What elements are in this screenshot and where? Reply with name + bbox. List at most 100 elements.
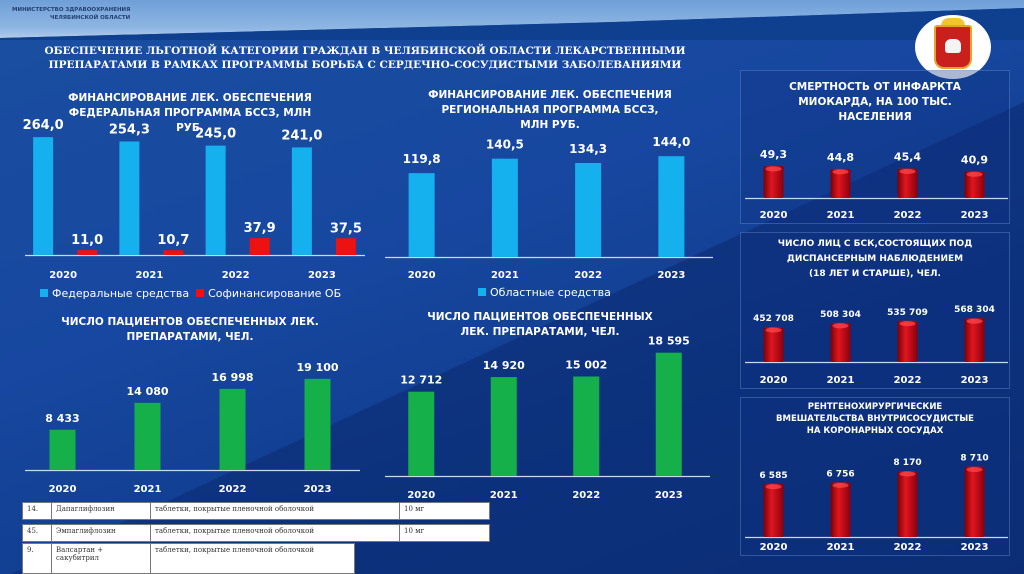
patients-federal-tick-label-2021: 2021 — [134, 484, 162, 495]
xray-title-line-2: ВМЕШАТЕЛЬСТВА ВНУТРИСОСУДИСТЫЕ — [776, 414, 974, 424]
patients-regional-value-label-2021: 14 920 — [483, 359, 525, 372]
xray-surgery-bar-2021 — [830, 482, 851, 537]
dispensary-bar-cap-2023 — [966, 318, 983, 324]
federal-value-label-2022-s1: 37,9 — [244, 221, 276, 236]
xray-surgery-bar-2023 — [964, 466, 985, 537]
dispensary-title-line-2: ДИСПАНСЕРНЫМ НАБЛЮДЕНИЕМ — [786, 254, 964, 264]
drug-num: 9. — [22, 543, 52, 574]
patients-regional-tick-label-2021: 2021 — [490, 490, 518, 501]
dispensary-bar-cap-2021 — [832, 323, 849, 329]
regional-bar-2020 — [408, 173, 435, 257]
federal-bar-2021-s1 — [163, 250, 184, 255]
patients-regional-chart: 12 712 2020 14 920 2021 15 002 2022 18 595 2023 — [385, 335, 710, 501]
mortality-bar-2022 — [897, 168, 918, 198]
drug-num: 14. — [22, 502, 52, 520]
camel-icon — [945, 39, 961, 53]
dispensary-title-line-1: ЧИСЛО ЛИЦ С БСК,СОСТОЯЩИХ ПОД — [777, 239, 973, 249]
dispensary-value-label-2021: 508 304 — [820, 310, 861, 320]
drug-name: Валсартан + сакубитрил — [51, 543, 151, 574]
regional-tick-label-2022: 2022 — [574, 270, 602, 281]
patients-regional-value-label-2022: 15 002 — [565, 359, 607, 372]
patients-federal-chart-title: ЧИСЛО ПАЦИЕНТОВ ОБЕСПЕЧЕННЫХ ЛЕК. ПРЕПАР… — [50, 315, 330, 345]
federal-title-line-2: ФЕДЕРАЛЬНАЯ ПРОГРАММА БССЗ, МЛН РУБ. — [68, 107, 312, 134]
patients-regional-bar-2021 — [490, 377, 517, 476]
patients-federal-bar-2020 — [49, 429, 76, 470]
ministry-name: МИНИСТЕРСТВО ЗДРАВООХРАНЕНИЯ ЧЕЛЯБИНСКОЙ… — [12, 6, 130, 22]
dispensary-tick-label-2023: 2023 — [961, 375, 989, 386]
federal-title-line-1: ФИНАНСИРОВАНИЕ ЛЕК. ОБЕСПЕЧЕНИЯ — [68, 92, 312, 104]
federal-bar-2021-s0 — [119, 141, 140, 255]
federal-tick-label-2022: 2022 — [222, 270, 250, 281]
dispensary-tick-label-2022: 2022 — [894, 375, 922, 386]
patients-regional-bar-2022 — [573, 376, 600, 476]
patients-federal-value-label-2020: 8 433 — [45, 412, 79, 425]
drug-list-row-1: 14. Дапаглифлозин таблетки, покрытые пле… — [22, 502, 490, 520]
dispensary-bar-2022 — [897, 320, 918, 362]
patients-federal-value-label-2021: 14 080 — [126, 385, 168, 398]
drug-dose: 10 мг — [399, 502, 490, 520]
legend-item-federal: Федеральные средства — [40, 287, 189, 300]
xray-surgery-value-label-2020: 6 585 — [759, 471, 787, 481]
mortality-tick-label-2022: 2022 — [894, 210, 922, 221]
regional-value-label-2022: 134,3 — [569, 142, 607, 156]
mortality-tick-label-2023: 2023 — [961, 210, 989, 221]
federal-value-label-2022-s0: 245,0 — [195, 127, 236, 142]
drug-list-row-3: 9. Валсартан + сакубитрил таблетки, покр… — [22, 543, 355, 574]
xray-surgery-bar-2022 — [897, 470, 918, 537]
dispensary-value-label-2023: 568 304 — [954, 305, 995, 315]
federal-value-label-2020-s1: 11,0 — [71, 233, 103, 248]
federal-value-label-2021-s1: 10,7 — [157, 233, 189, 248]
federal-value-label-2021-s0: 254,3 — [109, 122, 150, 137]
legend-swatch-cofinancing — [196, 289, 205, 297]
patients-federal-chart: 8 433 2020 14 080 2021 16 998 2022 19 100 2023 — [25, 361, 360, 495]
mortality-tick-label-2021: 2021 — [827, 210, 855, 221]
drug-dose: 10 мг — [399, 524, 490, 542]
xray-surgery-tick-label-2022: 2022 — [894, 542, 922, 553]
xray-surgery-value-label-2021: 6 756 — [826, 469, 854, 479]
mortality-chart-title: СМЕРТНОСТЬ ОТ ИНФАРКТА МИОКАРДА, НА 100 … — [745, 80, 1005, 125]
patients-federal-tick-label-2023: 2023 — [304, 484, 332, 495]
federal-bar-2022-s1 — [249, 238, 270, 255]
mortality-value-label-2020: 49,3 — [760, 148, 787, 161]
federal-funding-chart: 264,0 11,0 2020 254,3 10,7 2021 245,0 37,9 2022 2… — [23, 118, 365, 281]
xray-surgery-bar-cap-2022 — [899, 471, 916, 477]
page-title-line-1: ОБЕСПЕЧЕНИЕ ЛЬГОТНОЙ КАТЕГОРИИ ГРАЖДАН В… — [44, 45, 686, 57]
mortality-title-line-3: НАСЕЛЕНИЯ — [838, 111, 912, 123]
patients-federal-bar-2021 — [134, 402, 161, 470]
xray-surgery-bar-cap-2023 — [966, 467, 983, 473]
patients-regional-value-label-2023: 18 595 — [648, 335, 690, 348]
drug-form: таблетки, покрытые пленочной оболочкой — [150, 543, 355, 574]
dispensary-title-line-3: (18 ЛЕТ И СТАРШЕ), ЧЕЛ. — [809, 269, 941, 279]
mortality-bar-cap-2022 — [899, 168, 916, 174]
federal-tick-label-2021: 2021 — [135, 270, 163, 281]
mortality-value-label-2023: 40,9 — [961, 153, 988, 166]
mortality-bar-cap-2021 — [832, 169, 849, 175]
xray-surgery-tick-label-2021: 2021 — [827, 542, 855, 553]
patients-regional-tick-label-2023: 2023 — [655, 490, 683, 501]
patients-regional-bar-2023 — [655, 352, 682, 476]
legend-label-cofinancing: Софинансирование ОБ — [208, 287, 342, 300]
federal-bar-2022-s0 — [205, 145, 226, 255]
xray-title-line-1: РЕНТГЕНОХИРУРГИЧЕСКИЕ — [807, 402, 943, 412]
dispensary-tick-label-2021: 2021 — [827, 375, 855, 386]
federal-chart-title: ФИНАНСИРОВАНИЕ ЛЕК. ОБЕСПЕЧЕНИЯ ФЕДЕРАЛЬ… — [60, 91, 320, 136]
regional-value-label-2021: 140,5 — [486, 138, 524, 152]
xray-surgery-value-label-2023: 8 710 — [960, 454, 988, 464]
patients-federal-title-line-2: ПРЕПАРАТАМИ, ЧЕЛ. — [126, 331, 254, 343]
patients-regional-tick-label-2020: 2020 — [407, 490, 435, 501]
patients-regional-chart-title: ЧИСЛО ПАЦИЕНТОВ ОБЕСПЕЧЕННЫХ ЛЕК. ПРЕПАР… — [400, 310, 680, 340]
regional-bar-2023 — [658, 156, 685, 257]
xray-surgery-chart: 6 585 2020 6 756 2021 8 170 2022 8 710 2023 — [745, 454, 1008, 553]
dispensary-bar-cap-2020 — [765, 327, 782, 333]
patients-federal-tick-label-2020: 2020 — [49, 484, 77, 495]
regional-tick-label-2023: 2023 — [657, 270, 685, 281]
patients-regional-value-label-2020: 12 712 — [400, 374, 442, 387]
regional-tick-label-2020: 2020 — [408, 270, 436, 281]
dispensary-chart-title: ЧИСЛО ЛИЦ С БСК,СОСТОЯЩИХ ПОД ДИСПАНСЕРН… — [745, 237, 1005, 282]
mortality-value-label-2022: 45,4 — [894, 150, 921, 163]
regional-value-label-2020: 119,8 — [403, 152, 441, 166]
dispensary-bar-2023 — [964, 318, 985, 362]
dispensary-bar-2020 — [763, 327, 784, 362]
xray-surgery-bar-cap-2020 — [765, 484, 782, 490]
xray-chart-title: РЕНТГЕНОХИРУРГИЧЕСКИЕ ВМЕШАТЕЛЬСТВА ВНУТ… — [745, 401, 1005, 437]
